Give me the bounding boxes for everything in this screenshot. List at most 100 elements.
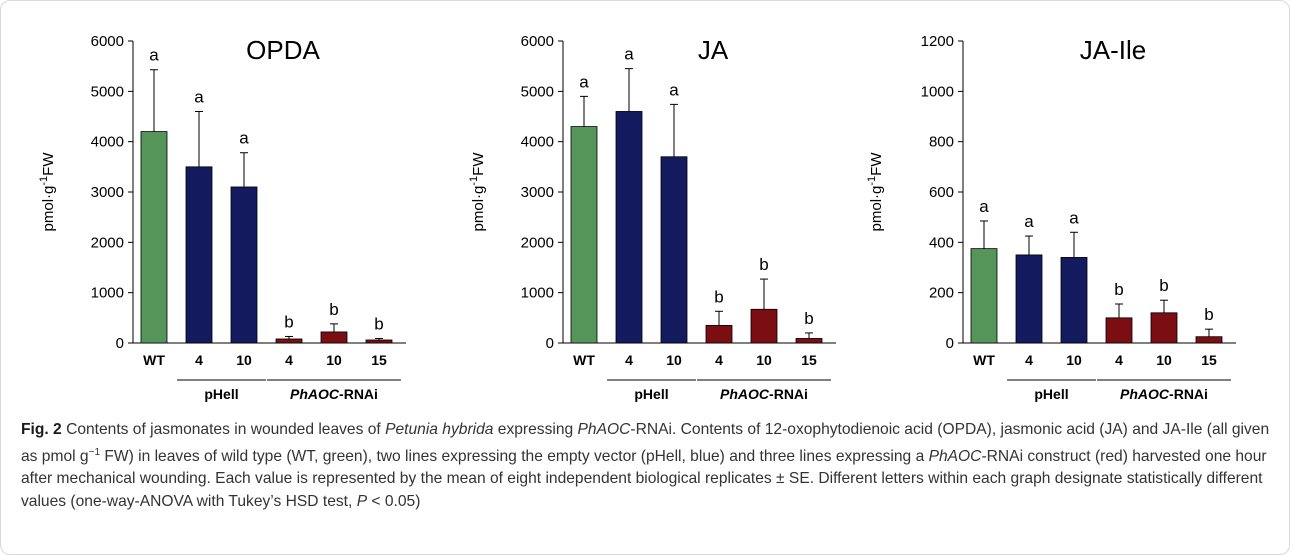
y-axis-title-unit: FW [40, 152, 57, 176]
x-tick-label: 10 [756, 352, 772, 368]
x-tick-label: 15 [801, 352, 817, 368]
caption-gene-2: PhAOC [928, 447, 982, 465]
significance-letter: b [804, 309, 813, 328]
x-tick-label: 10 [666, 352, 682, 368]
significance-letter: a [979, 197, 989, 216]
x-tick-label: 4 [1025, 352, 1033, 368]
y-tick-label: 1000 [91, 285, 124, 302]
bar [705, 324, 733, 344]
caption-gene-1: PhAOC [577, 421, 631, 438]
x-tick-label: WT [973, 352, 995, 368]
caption-text-7: FW) in leaves of wild type (WT, green), … [100, 447, 929, 465]
x-tick-label: 4 [195, 352, 203, 368]
significance-letter: b [374, 314, 383, 333]
group-label-rnai-gene: PhAOC [720, 386, 770, 402]
bar [1150, 312, 1178, 344]
significance-letter: a [1024, 212, 1034, 231]
caption-text-1: Contents of jasmonates in wounded leaves… [61, 421, 386, 438]
x-tick-label: 10 [1156, 352, 1172, 368]
y-axis-title-unit: FW [868, 152, 885, 176]
bar [970, 248, 998, 344]
bar [795, 338, 823, 344]
y-tick-label: 4000 [91, 134, 124, 151]
y-tick-label: 1200 [921, 33, 954, 50]
bar [275, 338, 303, 344]
y-axis-title-exponent: -1 [468, 176, 480, 186]
x-tick-label: WT [143, 352, 165, 368]
x-tick-label: 4 [285, 352, 293, 368]
x-tick-label: 4 [715, 352, 723, 368]
chart-opda: 0 1000 2000 3000 4000 5000 6000 pmol·g-1FW OPDA a… [38, 33, 406, 402]
bar [750, 308, 778, 344]
group-label-rnai-suffix: -RNAi [1169, 386, 1208, 402]
y-tick-label: 0 [946, 335, 954, 352]
group-label-rnai-suffix: -RNAi [769, 386, 808, 402]
x-tick-label: 4 [625, 352, 633, 368]
y-tick-label: 1000 [921, 83, 954, 100]
group-label-phell: pHell [204, 386, 238, 402]
chart-title: OPDA [246, 35, 320, 65]
y-axis-title: pmol·g-1FW [468, 152, 487, 232]
significance-letter: b [329, 300, 338, 319]
y-tick-label: 800 [929, 134, 954, 151]
significance-letter: a [194, 87, 204, 106]
y-tick-label: 5000 [91, 83, 124, 100]
y-tick-label: 1000 [521, 285, 554, 302]
bar [615, 111, 643, 344]
y-tick-label: 3000 [521, 184, 554, 201]
x-tick-label: 4 [1115, 352, 1123, 368]
bar [1195, 336, 1223, 344]
y-axis-title: pmol·g-1FW [866, 152, 885, 232]
group-label-rnai: PhAOC-RNAi [290, 386, 378, 402]
bar [570, 126, 598, 344]
y-axis-title-exponent: -1 [866, 176, 878, 186]
chart-ja-ile: 0 200 400 600 800 1000 1200 pmol·g-1FW JA-Ile a WT… [866, 33, 1236, 402]
x-tick-label: 15 [1201, 352, 1217, 368]
group-label-phell: pHell [634, 386, 668, 402]
significance-letter: b [1159, 276, 1168, 295]
bar [230, 186, 258, 344]
significance-letter: b [1114, 280, 1123, 299]
bar [185, 166, 213, 344]
y-axis-title-base: pmol·g [40, 186, 57, 232]
bar [320, 331, 348, 344]
significance-letter: a [669, 80, 679, 99]
significance-letter: a [239, 129, 249, 148]
caption-text-5: -RNAi. Contents of 12-oxophytodienoic ac… [21, 421, 1270, 465]
group-label-rnai-suffix: -RNAi [339, 386, 378, 402]
y-axis-title-exponent: -1 [38, 176, 50, 186]
y-axis-title-base: pmol·g [868, 186, 885, 232]
bar [660, 156, 688, 344]
y-axis-title-base: pmol·g [470, 186, 487, 232]
x-tick-label: WT [573, 352, 595, 368]
x-tick-label: 15 [371, 352, 387, 368]
caption-text-11: < 0.05) [367, 492, 421, 510]
y-tick-label: 400 [929, 234, 954, 251]
y-tick-label: 6000 [91, 33, 124, 50]
significance-letter: b [1204, 305, 1213, 324]
y-tick-label: 6000 [521, 33, 554, 50]
bar [1015, 254, 1043, 344]
x-tick-label: 10 [326, 352, 342, 368]
y-tick-label: 200 [929, 285, 954, 302]
significance-letter: a [624, 45, 634, 64]
group-label-rnai: PhAOC-RNAi [1120, 386, 1208, 402]
caption-p-symbol: P [356, 492, 368, 510]
caption-species: Petunia hybrida [385, 421, 494, 438]
chart-title: JA [698, 35, 729, 65]
caption-text-9: -RNAi construct (red) harvested one hour… [21, 447, 1267, 510]
x-tick-label: 10 [1066, 352, 1082, 368]
bar [1060, 257, 1088, 344]
chart-title: JA-Ile [1080, 35, 1146, 65]
caption-text-3: expressing [493, 421, 578, 438]
group-label-phell: pHell [1034, 386, 1068, 402]
chart-ja: 0 1000 2000 3000 4000 5000 6000 pmol·g-1FW JA a WT… [468, 33, 836, 402]
significance-letter: a [149, 46, 159, 65]
bar [140, 131, 168, 344]
y-tick-label: 4000 [521, 134, 554, 151]
y-tick-label: 5000 [521, 83, 554, 100]
group-label-rnai-gene: PhAOC [290, 386, 340, 402]
caption-superscript: −1 [88, 446, 101, 458]
y-tick-label: 600 [929, 184, 954, 201]
